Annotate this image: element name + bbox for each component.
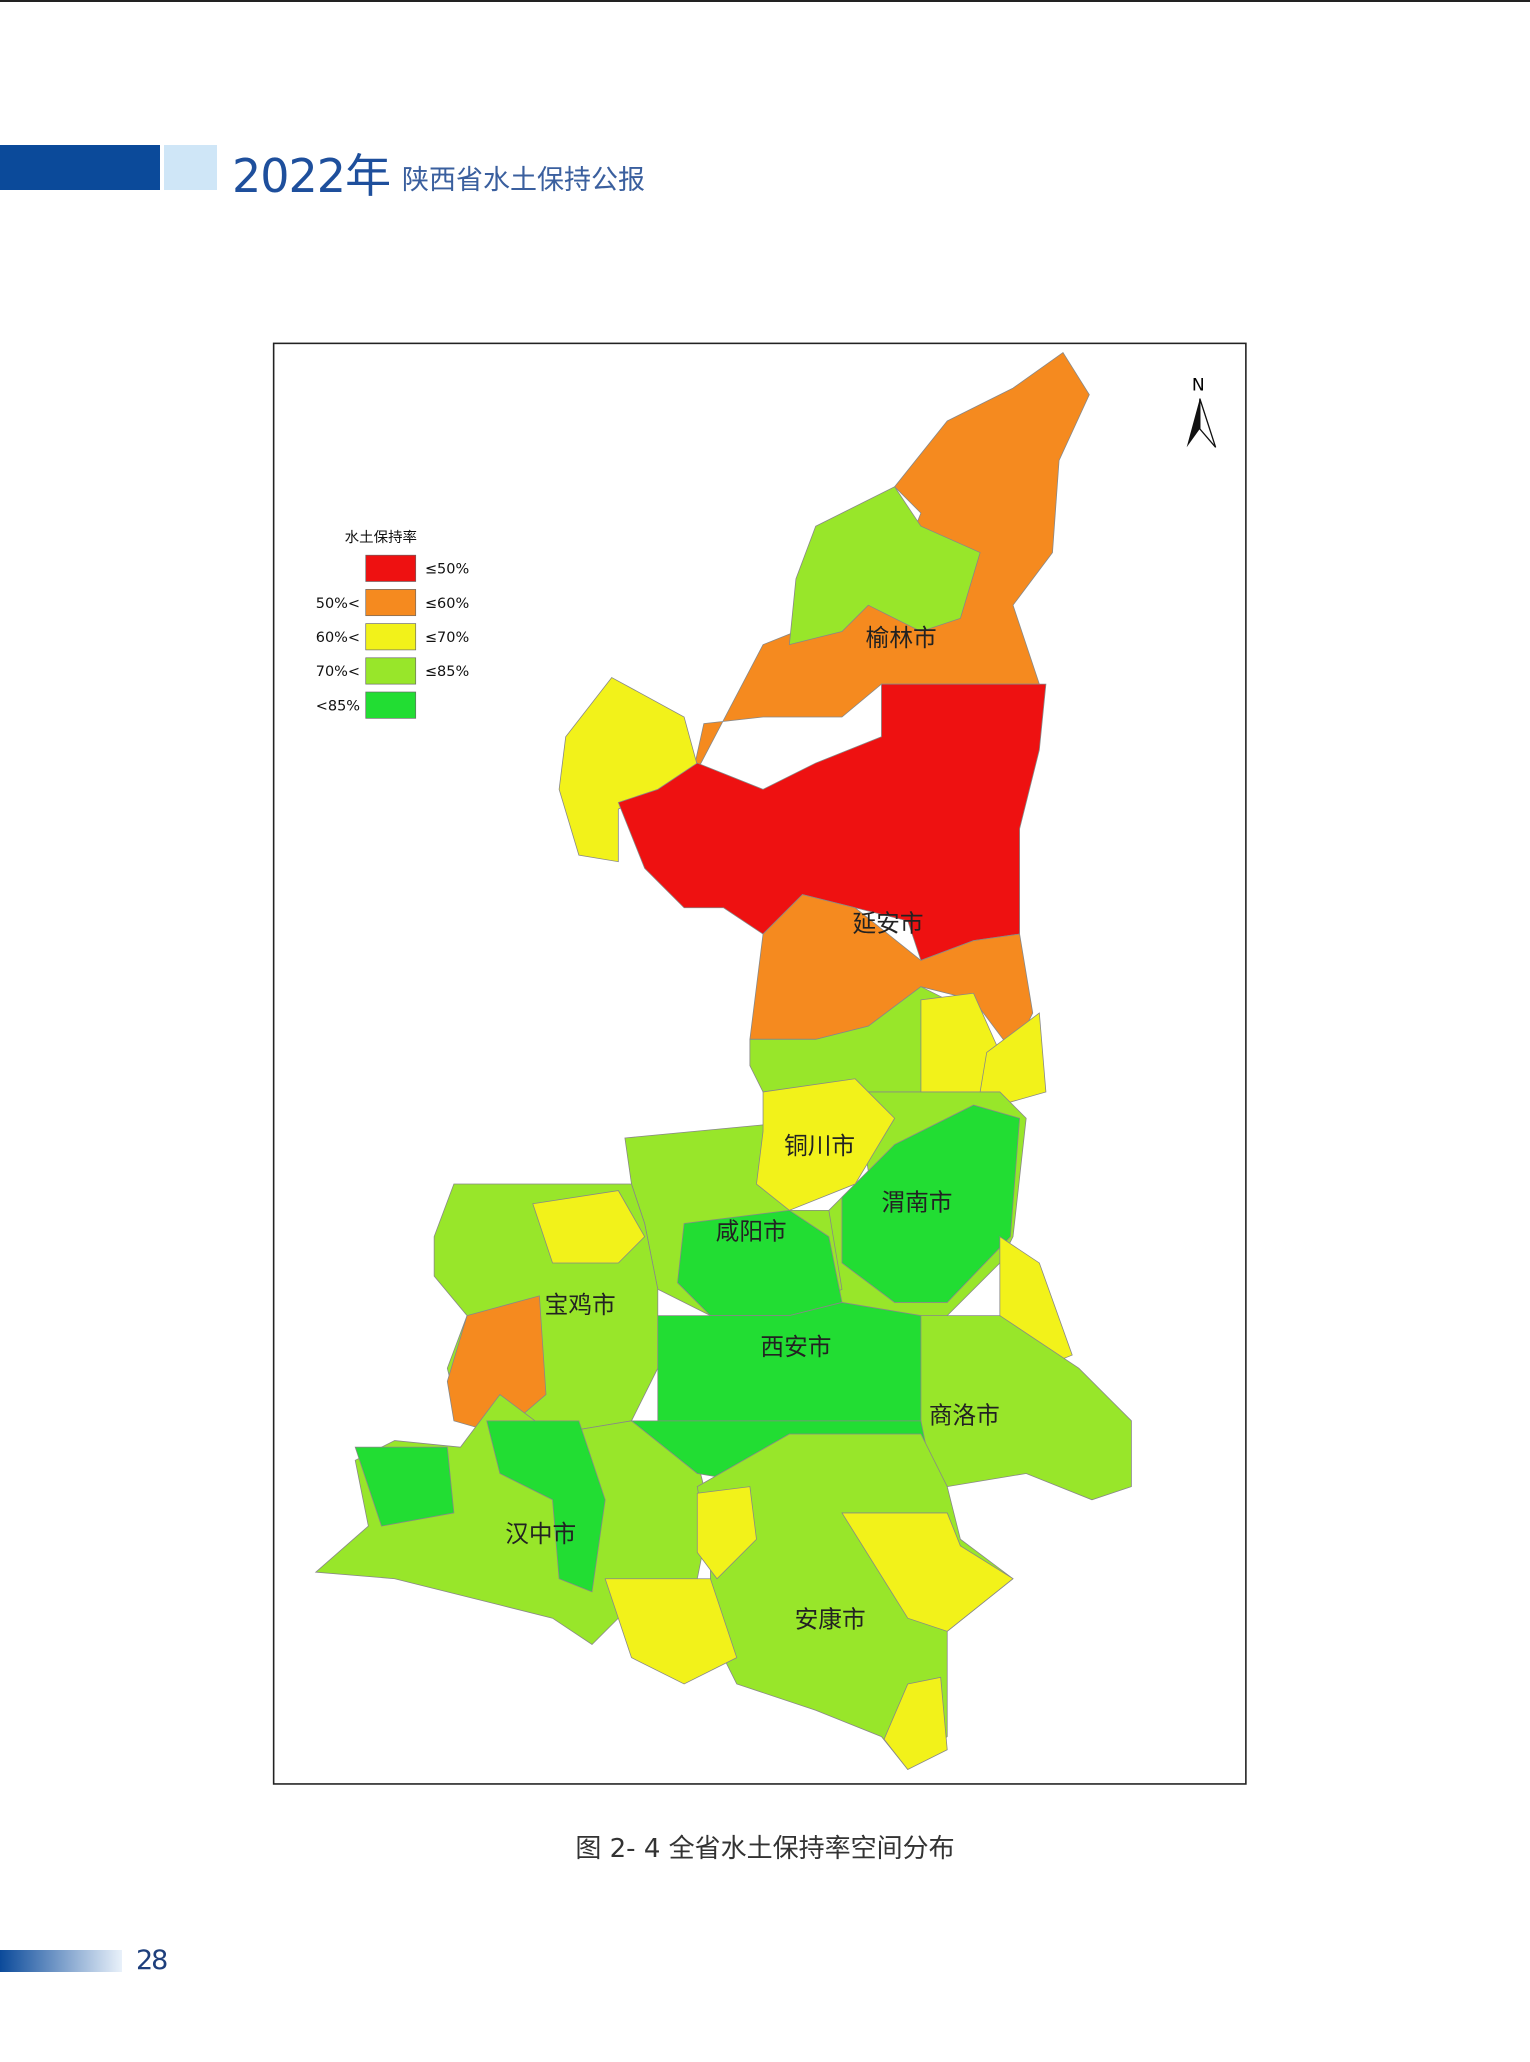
legend-swatch [365, 657, 417, 685]
top-rule [0, 0, 1530, 2]
city-label: 宝鸡市 [545, 1291, 616, 1319]
footer-bar [0, 1950, 122, 1972]
legend: 水土保持率 ≤50% 50%< ≤60% 60%< ≤70% 70%< ≤85% <85% [316, 529, 469, 719]
figure-caption: 图 2- 4 全省水土保持率空间分布 [575, 1834, 955, 1864]
city-label: 西安市 [760, 1333, 831, 1361]
north-arrow: N [1186, 376, 1217, 448]
legend-to: ≤60% [425, 596, 469, 612]
city-label: 延安市 [853, 909, 924, 937]
region [788, 486, 981, 646]
legend-to: ≤85% [425, 664, 469, 680]
legend-from: <85% [316, 698, 360, 714]
region [486, 1420, 606, 1593]
legend-swatch [365, 691, 417, 719]
header-bar-light [164, 145, 217, 190]
city-label: 汉中市 [505, 1520, 576, 1548]
region [756, 1078, 896, 1211]
north-label: N [1192, 376, 1205, 396]
regions [314, 352, 1132, 1771]
header-bar [0, 145, 160, 190]
region [841, 1104, 1021, 1303]
legend-swatch [365, 589, 417, 617]
legend-swatch [365, 623, 417, 651]
map-figure: 榆林市 延安市 铜川市 渭南市 咸阳市 宝鸡市 西安市 商洛市 汉中市 安康市 … [272, 342, 1247, 1785]
city-label: 咸阳市 [716, 1217, 787, 1245]
region [690, 352, 1090, 783]
city-label: 安康市 [795, 1605, 866, 1633]
north-arrow-left [1186, 398, 1200, 448]
city-labels: 榆林市 延安市 铜川市 渭南市 咸阳市 宝鸡市 西安市 商洛市 汉中市 安康市 [505, 624, 1000, 1633]
header-year: 2022年 [232, 149, 391, 203]
legend-title: 水土保持率 [345, 529, 417, 546]
region [841, 1512, 1014, 1632]
legend-swatch [365, 554, 417, 582]
region [696, 1486, 757, 1580]
legend-from: 50%< [316, 596, 360, 612]
region [883, 1676, 948, 1770]
region [604, 1578, 738, 1685]
region [558, 677, 705, 863]
city-label: 商洛市 [929, 1401, 1000, 1429]
north-arrow-right [1199, 398, 1217, 448]
page-number: 28 [136, 1945, 168, 1976]
header-title: 陕西省水土保持公报 [402, 165, 645, 196]
region [354, 1446, 455, 1527]
region [657, 1302, 922, 1435]
legend-to: ≤50% [425, 562, 469, 578]
legend-from: 60%< [316, 630, 360, 646]
region [979, 1012, 1047, 1106]
city-label: 榆林市 [866, 624, 937, 652]
city-label: 渭南市 [881, 1188, 952, 1216]
region [532, 1190, 646, 1264]
legend-from: 70%< [316, 664, 360, 680]
city-label: 铜川市 [784, 1132, 855, 1160]
legend-to: ≤70% [425, 630, 469, 646]
